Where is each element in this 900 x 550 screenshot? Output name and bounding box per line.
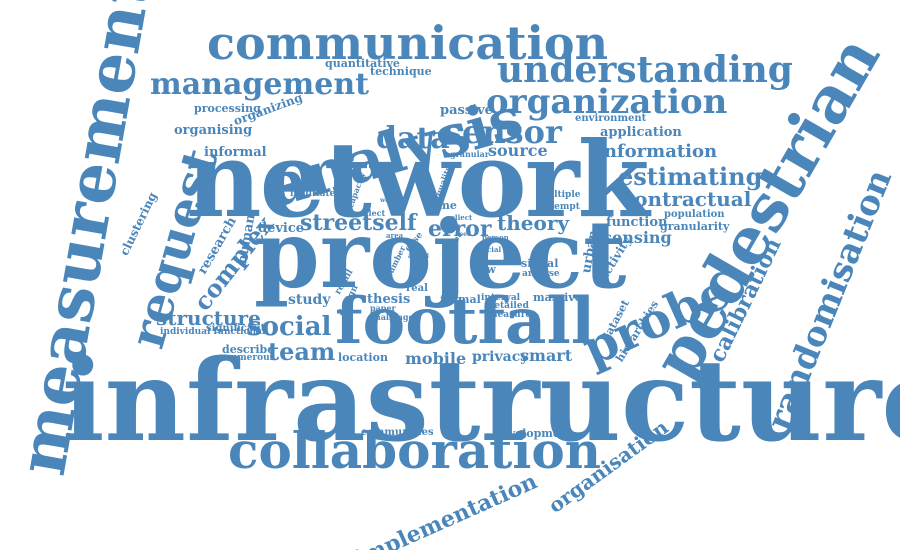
word-actual: actual bbox=[408, 253, 429, 260]
word-understanding: understanding bbox=[497, 49, 793, 91]
word-privacy: privacy bbox=[472, 349, 529, 365]
word-device: device bbox=[258, 221, 305, 236]
word-project: project bbox=[254, 200, 627, 310]
word-crucial: crucial bbox=[474, 245, 502, 254]
word-information: information bbox=[597, 141, 718, 162]
word-massive: massive bbox=[533, 291, 582, 304]
word-estimating: estimating bbox=[618, 162, 763, 191]
word-significant: significant bbox=[206, 323, 266, 334]
word-person: person bbox=[482, 233, 509, 242]
word-multiple: multiple bbox=[538, 190, 581, 200]
word-function: function bbox=[606, 215, 668, 230]
word-interval: interval bbox=[481, 293, 521, 303]
word-communication: communication bbox=[207, 16, 609, 70]
word-contractual: contractual bbox=[622, 187, 752, 211]
word-individual: individual functional bbox=[160, 327, 266, 337]
word-collect: collect bbox=[446, 213, 473, 222]
word-passive: passive bbox=[440, 103, 493, 118]
word-granularity: granularity bbox=[660, 220, 730, 233]
word-real: real bbox=[406, 283, 428, 294]
word-numerous: numerous bbox=[224, 353, 275, 363]
word-signal: signal bbox=[521, 257, 559, 270]
word-paper: paper bbox=[370, 303, 396, 313]
word-technique: technique bbox=[370, 65, 432, 78]
word-detailed: detailed bbox=[488, 301, 529, 311]
word-organization: organization bbox=[486, 82, 728, 122]
word-measure: measure bbox=[488, 310, 532, 320]
word-structure: structure bbox=[156, 306, 261, 330]
word-management: management bbox=[150, 67, 369, 102]
word-processing: processing bbox=[194, 102, 261, 115]
word-sensor: sensor bbox=[444, 113, 562, 151]
word-network: network bbox=[186, 118, 650, 241]
word-social: social bbox=[247, 312, 332, 342]
word-flow: flow bbox=[471, 263, 496, 276]
word-mobile: mobile bbox=[405, 349, 467, 368]
word-granular: granular bbox=[450, 149, 490, 159]
word-facilitate: facilitate bbox=[290, 189, 336, 199]
word-smart: smart bbox=[520, 346, 573, 365]
word-environment: environment bbox=[575, 113, 647, 124]
word-population: population bbox=[664, 209, 725, 220]
word-describe: describe bbox=[222, 343, 275, 356]
word-implementation: implementation bbox=[351, 468, 542, 550]
word-organising: organising bbox=[174, 123, 253, 138]
word-application: application bbox=[600, 125, 682, 140]
word-location: location bbox=[338, 351, 388, 364]
word-attempt: attempt bbox=[540, 202, 580, 212]
word-sensing: sensing bbox=[603, 228, 672, 247]
word-neglect: neglect bbox=[352, 208, 386, 218]
word-source: source bbox=[488, 141, 548, 160]
word-informal: informal bbox=[204, 145, 267, 160]
word-development: development bbox=[494, 427, 574, 440]
word-quantitative: quantitative bbox=[325, 57, 400, 70]
word-collaboration: collaboration bbox=[228, 421, 602, 480]
word-formal: formal bbox=[440, 293, 481, 306]
word-world: world bbox=[380, 197, 399, 204]
word-thesis: thesis bbox=[367, 292, 411, 307]
word-analyse: analyse bbox=[522, 269, 560, 279]
word-data: data bbox=[376, 121, 450, 156]
word-need: need bbox=[455, 231, 472, 238]
word-infrastructure: infrastructure bbox=[62, 336, 900, 467]
word-theory: theory bbox=[497, 211, 570, 235]
word-team: team bbox=[268, 337, 336, 366]
word-area: area bbox=[386, 231, 404, 240]
word-study: study bbox=[288, 292, 331, 308]
word-footfall: footfall bbox=[335, 284, 596, 359]
word-communities: communities bbox=[361, 427, 434, 438]
word-streetself: streetself bbox=[300, 210, 417, 236]
word-time: time bbox=[429, 199, 457, 212]
word-error: error bbox=[428, 216, 492, 242]
word-challenge: challenge bbox=[370, 312, 414, 322]
